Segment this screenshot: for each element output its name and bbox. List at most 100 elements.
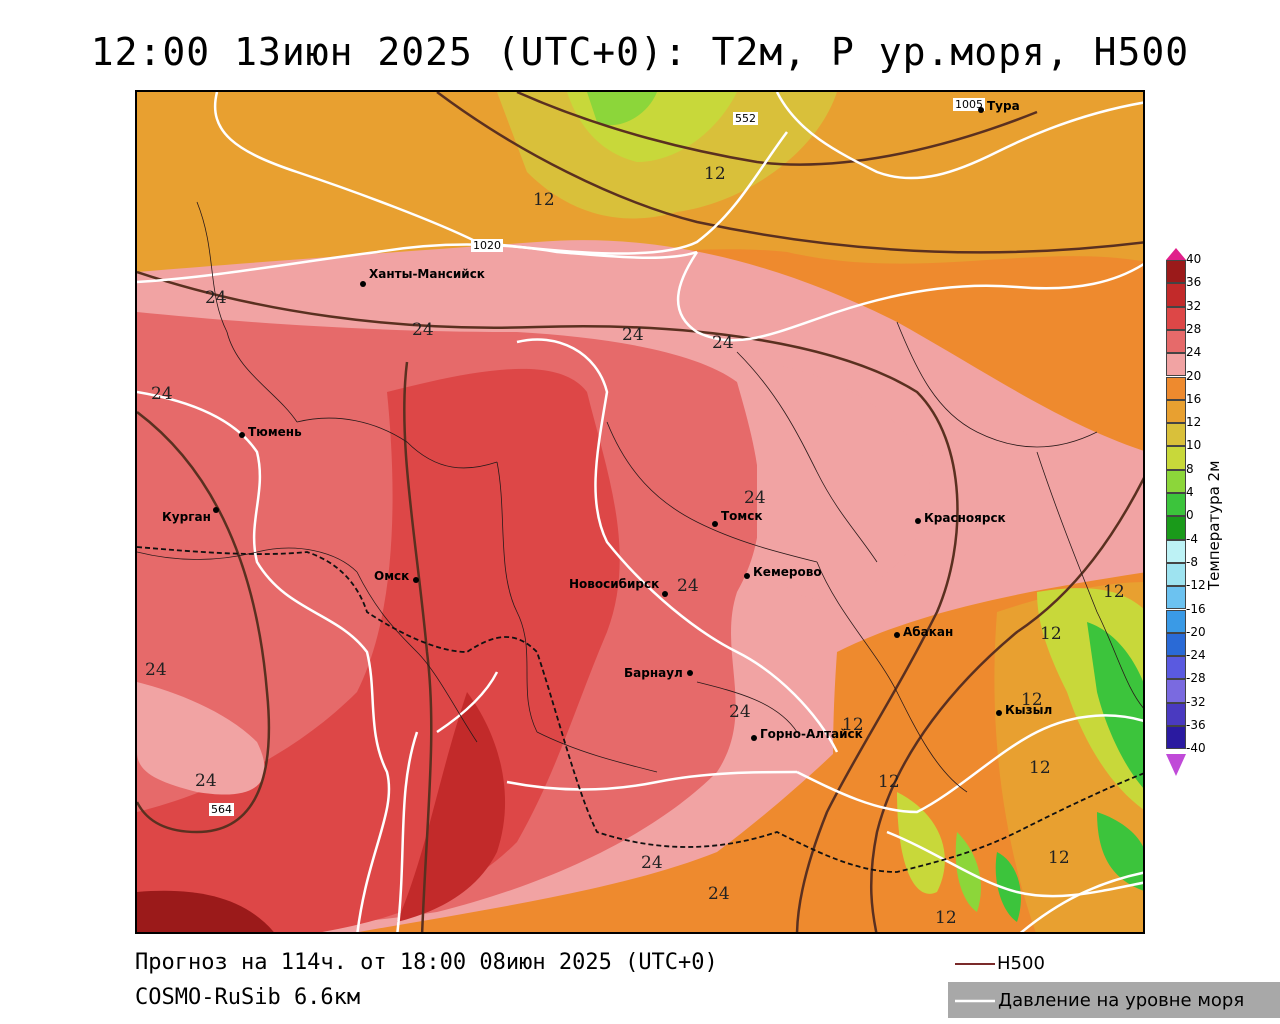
- colorbar-swatch: [1166, 656, 1186, 680]
- colorbar-swatch: [1166, 539, 1186, 563]
- temp-label: 12: [1040, 624, 1062, 644]
- city-marker: [413, 577, 419, 583]
- pressure-label-1005: 1005: [953, 98, 985, 111]
- colorbar-swatch: [1166, 632, 1186, 657]
- temp-label: 12: [878, 772, 900, 792]
- colorbar-swatch: [1166, 376, 1186, 400]
- colorbar-tick: -24: [1186, 648, 1206, 663]
- temp-label: 24: [641, 853, 663, 873]
- city-label-tura: Тура: [987, 99, 1020, 113]
- colorbar-tick: -12: [1186, 578, 1206, 593]
- city-label-barnaul: Барнаул: [624, 666, 683, 680]
- colorbar-tick: -40: [1186, 741, 1206, 756]
- city-marker: [239, 432, 245, 438]
- colorbar-swatch: [1166, 469, 1186, 493]
- colorbar-tick: -16: [1186, 601, 1206, 616]
- colorbar-tick: 0: [1186, 508, 1194, 523]
- city-label-novosibirsk: Новосибирск: [569, 577, 660, 591]
- colorbar-top-arrow: [1166, 248, 1186, 260]
- forecast-info: Прогноз на 114ч. от 18:00 08июн 2025 (UT…: [135, 950, 718, 975]
- colorbar-tick: -28: [1186, 671, 1206, 686]
- colorbar-swatch: [1166, 399, 1186, 424]
- pressure-label-1020: 1020: [471, 239, 503, 252]
- city-label-abakan: Абакан: [903, 625, 954, 639]
- colorbar-swatch: [1166, 306, 1186, 330]
- temp-label: 24: [412, 320, 434, 340]
- colorbar-swatch: [1166, 702, 1186, 726]
- colorbar-tick: 32: [1186, 298, 1202, 313]
- temp-label: 24: [622, 325, 644, 345]
- temp-label: 24: [708, 884, 730, 904]
- temp-label: 24: [205, 288, 227, 308]
- temperature-field: [137, 92, 1143, 932]
- city-label-gorno-altaysk: Горно-Алтайск: [760, 727, 863, 741]
- colorbar-tick: 4: [1186, 485, 1194, 499]
- map-title: 12:00 13июн 2025 (UTC+0): Т2м, Р ур.моря…: [90, 30, 1190, 74]
- city-label-kurgan: Курган: [162, 510, 211, 524]
- colorbar-bottom-arrow: [1166, 754, 1186, 776]
- colorbar-tick: -8: [1186, 554, 1198, 569]
- city-marker: [712, 521, 718, 527]
- colorbar-swatch: [1166, 446, 1186, 470]
- city-marker: [213, 507, 219, 513]
- colorbar-swatch: [1166, 493, 1186, 517]
- temp-label: 24: [677, 576, 699, 596]
- city-label-tomsk: Томск: [721, 509, 763, 523]
- temp-label: 12: [533, 190, 555, 210]
- colorbar-tick: 24: [1186, 345, 1202, 360]
- pressure-legend-line: [955, 999, 995, 1003]
- colorbar-tick: 16: [1186, 391, 1202, 406]
- h500-legend-label: H500: [997, 953, 1045, 974]
- colorbar-swatch: [1166, 329, 1186, 354]
- temp-label: 24: [744, 488, 766, 508]
- temp-label: 24: [712, 333, 734, 353]
- colorbar-swatch: [1166, 586, 1186, 610]
- city-marker: [744, 573, 750, 579]
- city-marker: [894, 632, 900, 638]
- temp-label: 24: [145, 660, 167, 680]
- city-label-krasnoyarsk: Красноярск: [924, 511, 1006, 525]
- colorbar-swatch: [1166, 726, 1186, 750]
- h500-label-564: 564: [209, 803, 234, 816]
- colorbar-tick: -20: [1186, 624, 1206, 639]
- colorbar-swatch: [1166, 283, 1186, 307]
- colorbar-tick: 12: [1186, 415, 1202, 430]
- temp-label: 12: [1103, 582, 1125, 602]
- city-marker: [978, 107, 984, 113]
- city-marker: [915, 518, 921, 524]
- temp-label: 12: [842, 715, 864, 735]
- temp-label: 12: [1021, 690, 1043, 710]
- h500-legend-line: [955, 963, 995, 965]
- city-marker: [662, 591, 668, 597]
- temp-label: 24: [151, 384, 173, 404]
- colorbar-tick: 28: [1186, 321, 1202, 336]
- colorbar-swatch: [1166, 423, 1186, 447]
- city-marker: [687, 670, 693, 676]
- model-name: COSMO-RuSib 6.6км: [135, 985, 361, 1010]
- colorbar-tick: 10: [1186, 438, 1202, 453]
- city-marker: [996, 710, 1002, 716]
- colorbar-tick: -36: [1186, 718, 1206, 732]
- city-label-kyzyl: Кызыл: [1005, 703, 1053, 717]
- colorbar-tick: -4: [1186, 531, 1198, 546]
- colorbar-swatch: [1166, 679, 1186, 703]
- forecast-map: 552 564 1005 1020 24 24 24 24 24 24 24 2…: [135, 90, 1145, 934]
- temp-label: 12: [935, 908, 957, 928]
- h500-label-552: 552: [733, 112, 758, 125]
- colorbar-tick: 20: [1186, 368, 1202, 383]
- colorbar-tick: -32: [1186, 694, 1206, 709]
- city-label-omsk: Омск: [374, 569, 410, 583]
- pressure-legend-box: Давление на уровне моря: [948, 982, 1280, 1018]
- city-marker: [360, 281, 366, 287]
- city-label-khanty-mansiysk: Ханты-Мансийск: [369, 267, 485, 281]
- colorbar-title: Температура 2м: [1205, 460, 1223, 590]
- temp-label: 12: [1029, 758, 1051, 778]
- city-label-tyumen: Тюмень: [248, 425, 302, 439]
- colorbar-swatch: [1166, 260, 1186, 284]
- colorbar-tick: 40: [1186, 252, 1202, 266]
- temp-label: 24: [195, 771, 217, 791]
- colorbar-swatch: [1166, 516, 1186, 540]
- city-label-kemerovo: Кемерово: [753, 565, 822, 579]
- colorbar-swatch: [1166, 353, 1186, 377]
- city-marker: [751, 735, 757, 741]
